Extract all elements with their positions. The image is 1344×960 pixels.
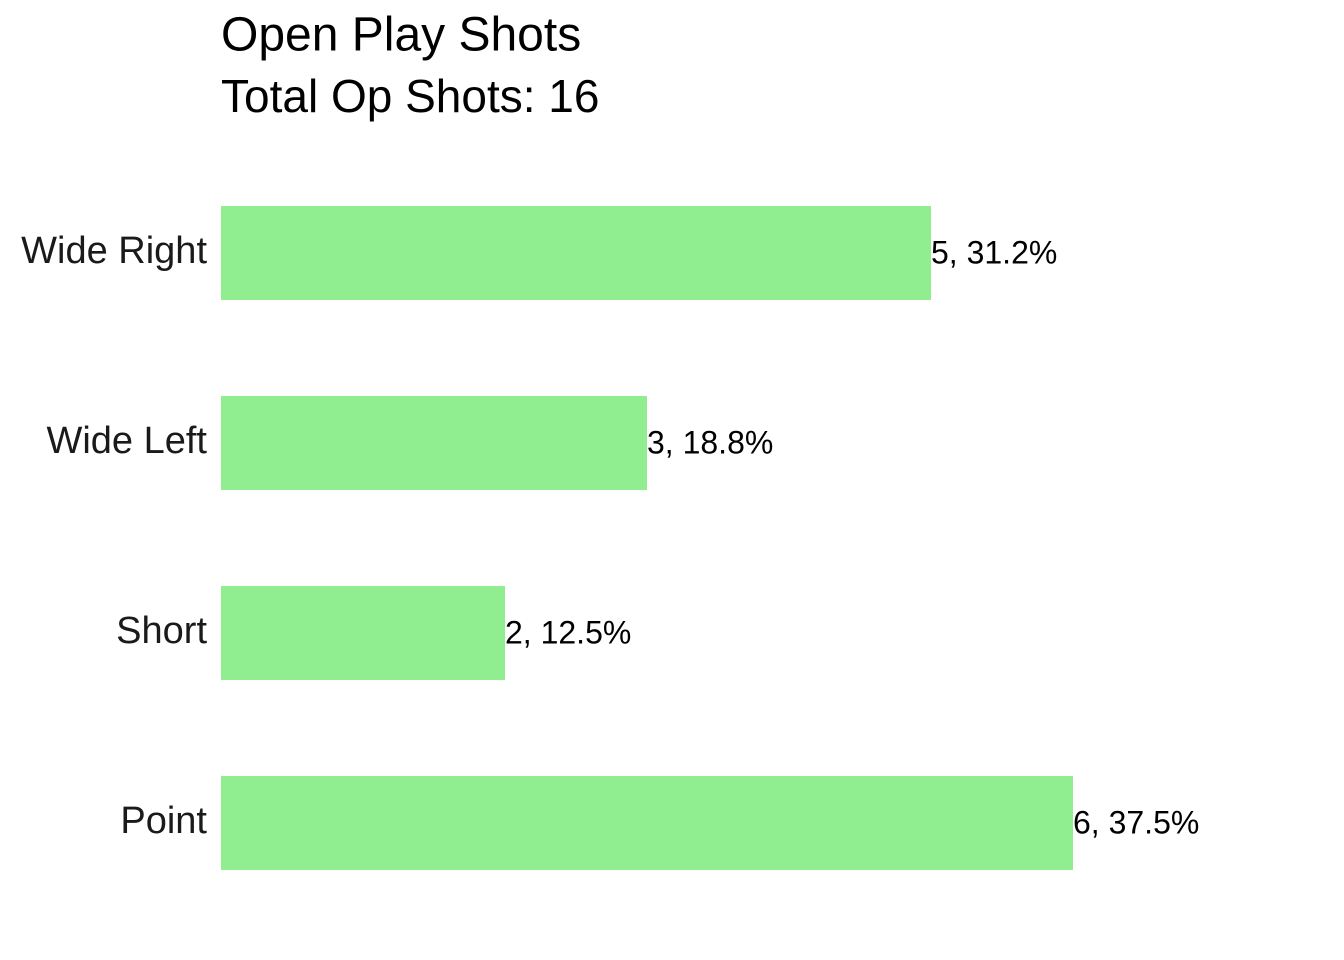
value-label: 6, 37.5%: [1073, 804, 1199, 840]
bar: [221, 776, 1073, 870]
value-label: 3, 18.8%: [647, 424, 773, 460]
chart-subtitle: Total Op Shots: 16: [221, 70, 599, 122]
bar: [221, 396, 647, 490]
bar: [221, 586, 505, 680]
y-tick-label: Wide Right: [21, 230, 207, 272]
y-tick-label: Point: [120, 800, 207, 842]
chart-title: Open Play Shots: [221, 9, 581, 62]
value-label: 5, 31.2%: [931, 234, 1057, 270]
y-tick-label: Wide Left: [46, 420, 207, 462]
bar: [221, 206, 931, 300]
y-tick-label: Short: [116, 610, 207, 652]
value-label: 2, 12.5%: [505, 614, 631, 650]
